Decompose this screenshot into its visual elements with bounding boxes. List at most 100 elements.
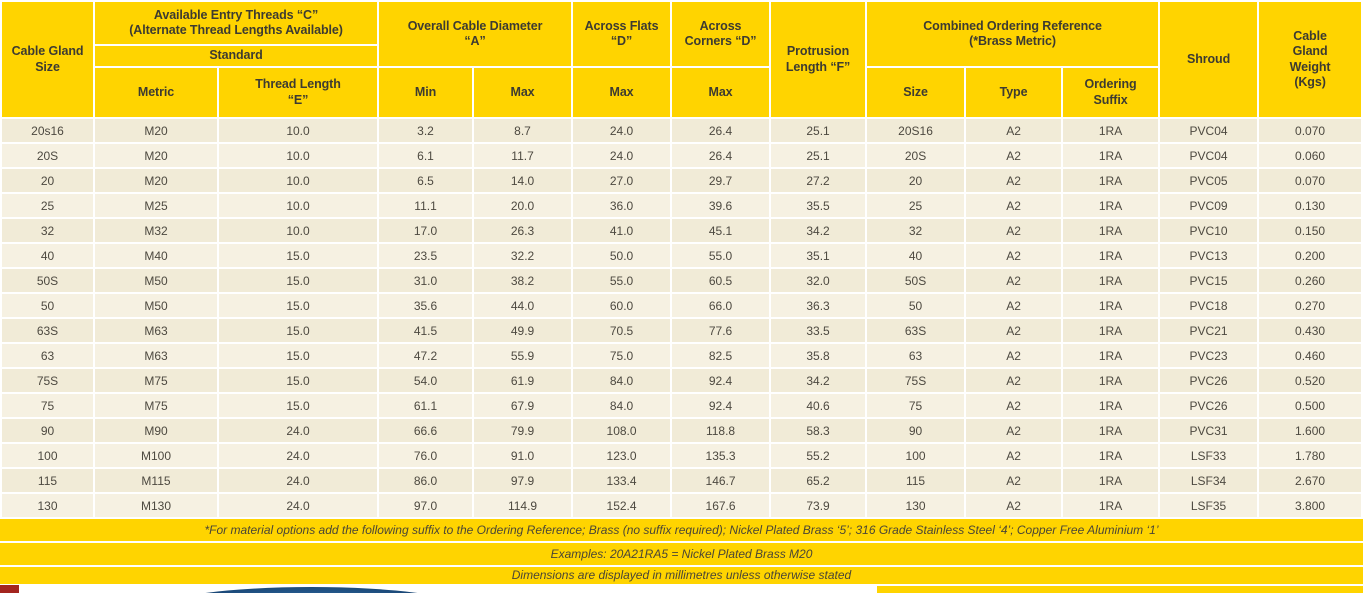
table-cell: 34.2 [771,369,866,392]
table-cell: 0.150 [1259,219,1362,242]
table-row: 75 M75 15.0 61.1 67.9 84.0 92.4 40.6 75 A2 1RA PVC2… [2,394,1362,417]
table-row: 63S M63 15.0 41.5 49.9 70.5 77.6 33.5 63S A2 1RA PV… [2,319,1362,342]
table-cell: M40 [95,244,217,267]
table-cell: 14.0 [474,169,572,192]
table-cell: 82.5 [672,344,770,367]
note-material-options: *For material options add the following … [0,519,1363,541]
table-cell: PVC26 [1160,369,1258,392]
table-cell: 20S [867,144,965,167]
table-cell: 15.0 [219,319,378,342]
table-cell: 24.0 [573,119,671,142]
table-cell: 32 [867,219,965,242]
table-cell: PVC15 [1160,269,1258,292]
table-cell: 32.0 [771,269,866,292]
table-cell: 17.0 [379,219,473,242]
table-cell: 25.1 [771,119,866,142]
table-row: 50S M50 15.0 31.0 38.2 55.0 60.5 32.0 50S A2 1RA PV… [2,269,1362,292]
table-cell: 167.6 [672,494,770,517]
next-section-band [877,586,1363,593]
table-cell: 10.0 [219,169,378,192]
table-row: 63 M63 15.0 47.2 55.9 75.0 82.5 35.8 63 A2 1RA PVC2… [2,344,1362,367]
table-cell: 90 [2,419,93,442]
table-cell: 1RA [1063,244,1159,267]
table-cell: 41.0 [573,219,671,242]
table-cell: 92.4 [672,394,770,417]
table-cell: 15.0 [219,369,378,392]
table-cell: 1RA [1063,444,1159,467]
table-cell: 55.0 [672,244,770,267]
table-cell: 66.0 [672,294,770,317]
table-cell: 115 [867,469,965,492]
table-cell: A2 [966,469,1062,492]
table-cell: A2 [966,444,1062,467]
table-cell: 0.260 [1259,269,1362,292]
table-cell: 41.5 [379,319,473,342]
table-cell: 10.0 [219,219,378,242]
table-cell: 10.0 [219,119,378,142]
table-cell: 100 [867,444,965,467]
table-cell: 23.5 [379,244,473,267]
table-cell: 50 [2,294,93,317]
table-cell: 75 [2,394,93,417]
table-cell: 70.5 [573,319,671,342]
table-cell: 25.1 [771,144,866,167]
table-cell: 77.6 [672,319,770,342]
table-cell: 0.460 [1259,344,1362,367]
table-cell: 2.670 [1259,469,1362,492]
table-cell: 29.7 [672,169,770,192]
table-cell: M20 [95,144,217,167]
table-cell: LSF34 [1160,469,1258,492]
table-cell: 34.2 [771,219,866,242]
table-cell: 63 [867,344,965,367]
red-square-logo-mark [0,585,19,593]
oval-logo-icon [160,587,463,593]
table-cell: 63 [2,344,93,367]
table-cell: M75 [95,394,217,417]
table-cell: 26.4 [672,119,770,142]
table-cell: 25 [2,194,93,217]
table-cell: A2 [966,394,1062,417]
table-cell: 1RA [1063,269,1159,292]
table-cell: M75 [95,369,217,392]
table-cell: 20s16 [2,119,93,142]
table-row: 90 M90 24.0 66.6 79.9 108.0 118.8 58.3 90 A2 1RA PV… [2,419,1362,442]
table-cell: 50.0 [573,244,671,267]
table-cell: 76.0 [379,444,473,467]
table-cell: 50 [867,294,965,317]
table-cell: PVC05 [1160,169,1258,192]
table-cell: 61.1 [379,394,473,417]
table-cell: PVC10 [1160,219,1258,242]
table-cell: PVC13 [1160,244,1258,267]
table-row: 75S M75 15.0 54.0 61.9 84.0 92.4 34.2 75S A2 1RA PV… [2,369,1362,392]
table-cell: A2 [966,119,1062,142]
col-header-protrusion-length: Protrusion Length “F” [771,2,866,117]
table-cell: 15.0 [219,269,378,292]
table-cell: 1RA [1063,419,1159,442]
col-header-overall-cable-diameter: Overall Cable Diameter “A” [379,2,572,66]
table-cell: 60.0 [573,294,671,317]
table-cell: 1RA [1063,169,1159,192]
table-cell: 6.1 [379,144,473,167]
table-cell: 84.0 [573,394,671,417]
table-cell: 33.5 [771,319,866,342]
table-cell: 15.0 [219,394,378,417]
table-cell: 25 [867,194,965,217]
table-cell: 55.2 [771,444,866,467]
table-cell: 15.0 [219,294,378,317]
table-cell: PVC18 [1160,294,1258,317]
table-cell: PVC31 [1160,419,1258,442]
table-cell: 10.0 [219,194,378,217]
table-cell: LSF33 [1160,444,1258,467]
col-header-standard: Standard [95,46,378,66]
table-cell: 92.4 [672,369,770,392]
col-header-metric: Metric [95,68,217,117]
col-header-across-corners: Across Corners “D” [672,2,770,66]
table-cell: 24.0 [219,444,378,467]
table-cell: 20 [2,169,93,192]
table-cell: 20.0 [474,194,572,217]
table-cell: 1RA [1063,319,1159,342]
table-cell: M115 [95,469,217,492]
table-cell: 20 [867,169,965,192]
table-cell: 100 [2,444,93,467]
table-row: 115 M115 24.0 86.0 97.9 133.4 146.7 65.2 115 A2 1R… [2,469,1362,492]
